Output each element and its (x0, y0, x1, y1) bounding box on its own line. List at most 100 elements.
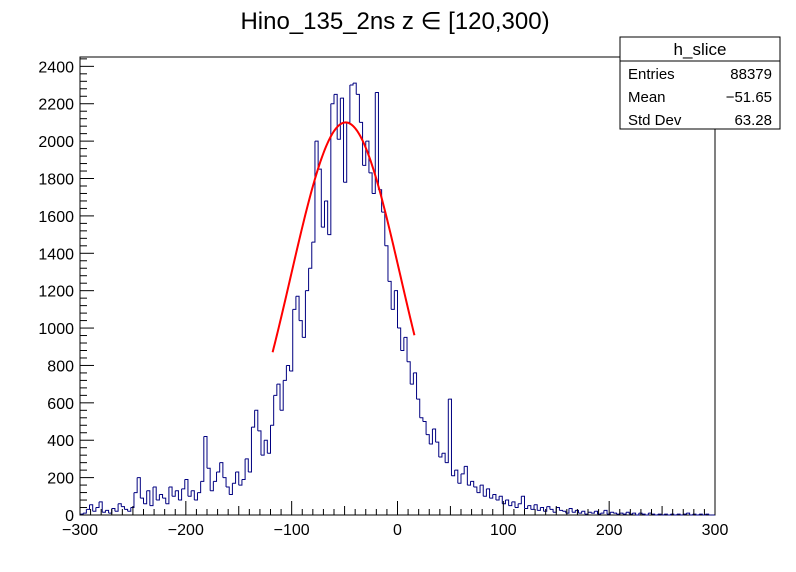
histogram-bin (213, 472, 218, 482)
histogram-bin (626, 511, 630, 515)
y-tick-label: 1400 (38, 246, 74, 263)
histogram-bin (514, 503, 519, 509)
histogram-bin (549, 508, 554, 513)
histogram-bin (194, 492, 198, 501)
histogram-bin (241, 458, 246, 480)
histogram-bin (353, 82, 357, 95)
histogram-bin (467, 481, 472, 486)
histogram-bin (245, 458, 249, 472)
histogram-bin (89, 504, 94, 512)
y-tick-label: 1200 (38, 284, 74, 301)
histogram-bin (600, 510, 605, 514)
y-tick-label: 1600 (38, 209, 74, 226)
histogram-bin (280, 380, 284, 411)
histogram-bin (461, 466, 465, 475)
histogram-bin (130, 492, 135, 509)
histogram-bin (222, 477, 227, 487)
histogram-bin (257, 430, 262, 456)
histogram-bin (289, 309, 294, 372)
histogram-bin (146, 490, 151, 506)
histogram-bin (295, 295, 300, 321)
y-tick-label: 800 (47, 358, 74, 375)
histogram-bin (572, 510, 576, 513)
histogram-bin (499, 495, 503, 504)
histogram-bin (607, 512, 611, 515)
histogram-bin (492, 493, 497, 501)
histogram-bin (314, 140, 319, 170)
histogram-bin (264, 439, 268, 454)
x-tick-label: 0 (393, 522, 402, 539)
histogram-bin (337, 98, 341, 140)
x-tick-label: 200 (596, 522, 623, 539)
histogram-bin (238, 479, 243, 486)
histogram-bin (203, 435, 208, 469)
stats-title: h_slice (674, 40, 727, 59)
histogram-bin (149, 486, 154, 507)
histogram-bin (518, 496, 522, 505)
histogram-bin (368, 172, 373, 194)
histogram-bin (391, 290, 395, 310)
histogram-bin (537, 507, 541, 511)
histogram-bin (426, 434, 430, 444)
histogram-bin (99, 501, 103, 513)
y-tick-label: 2400 (38, 59, 74, 76)
histogram-bin (286, 364, 291, 372)
histogram-bin (416, 398, 421, 418)
histogram-bin (483, 488, 487, 497)
histogram-bin (232, 472, 237, 484)
histogram-bin (349, 83, 354, 86)
histogram-bin (127, 507, 132, 512)
histogram-bin (308, 242, 313, 269)
histogram-bin (534, 504, 538, 511)
histogram-bin (92, 507, 97, 512)
histogram-bin (292, 296, 297, 310)
histogram-bin (330, 94, 335, 105)
y-tick-label: 2000 (38, 134, 74, 151)
histogram-bin (530, 504, 535, 510)
histogram-bin (200, 436, 205, 482)
stats-stddev-value: 63.28 (734, 112, 772, 129)
histogram-bin (226, 486, 230, 495)
histogram-bin (86, 504, 91, 510)
histogram-bin (305, 268, 310, 292)
histogram-bin (387, 280, 392, 310)
histogram-bin (356, 93, 360, 123)
histogram-bin (372, 92, 376, 194)
histogram-bin (559, 509, 564, 512)
histogram-bin (521, 495, 525, 509)
histogram-bin (311, 141, 316, 243)
plot-area: −300 −200 −100 0 100 200 300 0 200 400 600 800 1000… (38, 56, 728, 539)
x-axis: −300 −200 −100 0 100 200 300 (62, 501, 728, 539)
stats-mean-label: Mean (628, 89, 666, 106)
histogram-bin (540, 507, 545, 512)
histogram-bin (591, 511, 595, 514)
y-tick-label: 1800 (38, 172, 74, 189)
histogram-bin (594, 510, 599, 515)
histogram-bin (334, 93, 338, 140)
histogram-bin (156, 494, 160, 501)
histogram-bin (270, 395, 275, 426)
histogram-bin (454, 469, 459, 484)
histogram-bin (476, 485, 481, 494)
histogram-bin (527, 505, 532, 510)
histogram-layer (79, 82, 715, 516)
histogram-bin (451, 470, 456, 477)
y-axis: 0 200 400 600 800 1000 1200 1400 1600 1800 2000 220… (38, 58, 94, 525)
histogram-bin (489, 494, 494, 499)
histogram-bin (384, 245, 389, 282)
stats-mean-value: −51.65 (726, 89, 772, 106)
histogram-bin (432, 428, 437, 443)
histogram-bin (324, 200, 329, 235)
histogram-bin (486, 488, 491, 499)
y-tick-label: 600 (47, 396, 74, 413)
histogram-bin (137, 477, 141, 499)
histogram-bin (159, 493, 164, 499)
chart-title: Hino_135_2ns z ∈ [120,300) (240, 8, 549, 35)
x-tick-label: −300 (62, 522, 98, 539)
histogram-bin (318, 168, 322, 228)
histogram-bin (511, 501, 516, 508)
x-tick-label: 100 (490, 522, 517, 539)
histogram-bin (273, 384, 278, 396)
histogram-bin (172, 490, 176, 497)
